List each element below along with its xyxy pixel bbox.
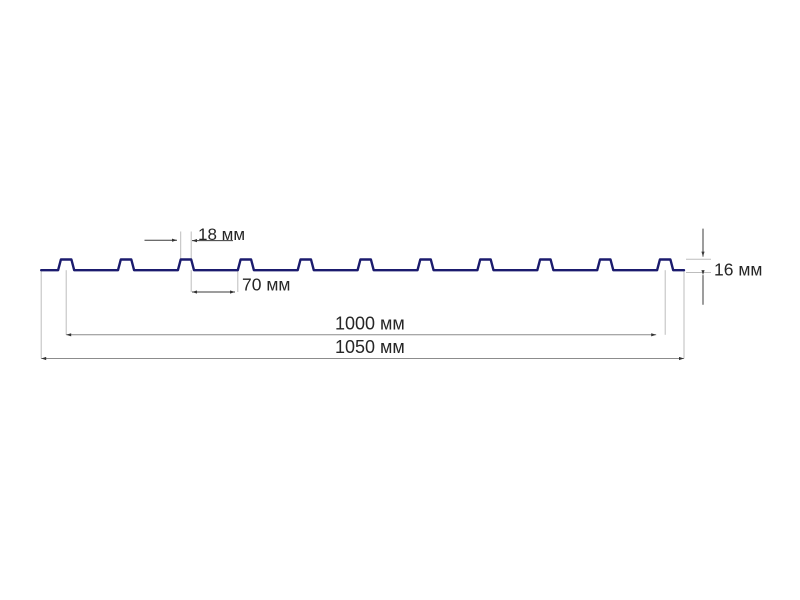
svg-text:18 мм: 18 мм [198,225,245,244]
svg-text:1050 мм: 1050 мм [335,337,405,357]
svg-text:16 мм: 16 мм [714,260,762,280]
svg-text:1000 мм: 1000 мм [335,314,405,334]
svg-text:70 мм: 70 мм [242,275,290,295]
